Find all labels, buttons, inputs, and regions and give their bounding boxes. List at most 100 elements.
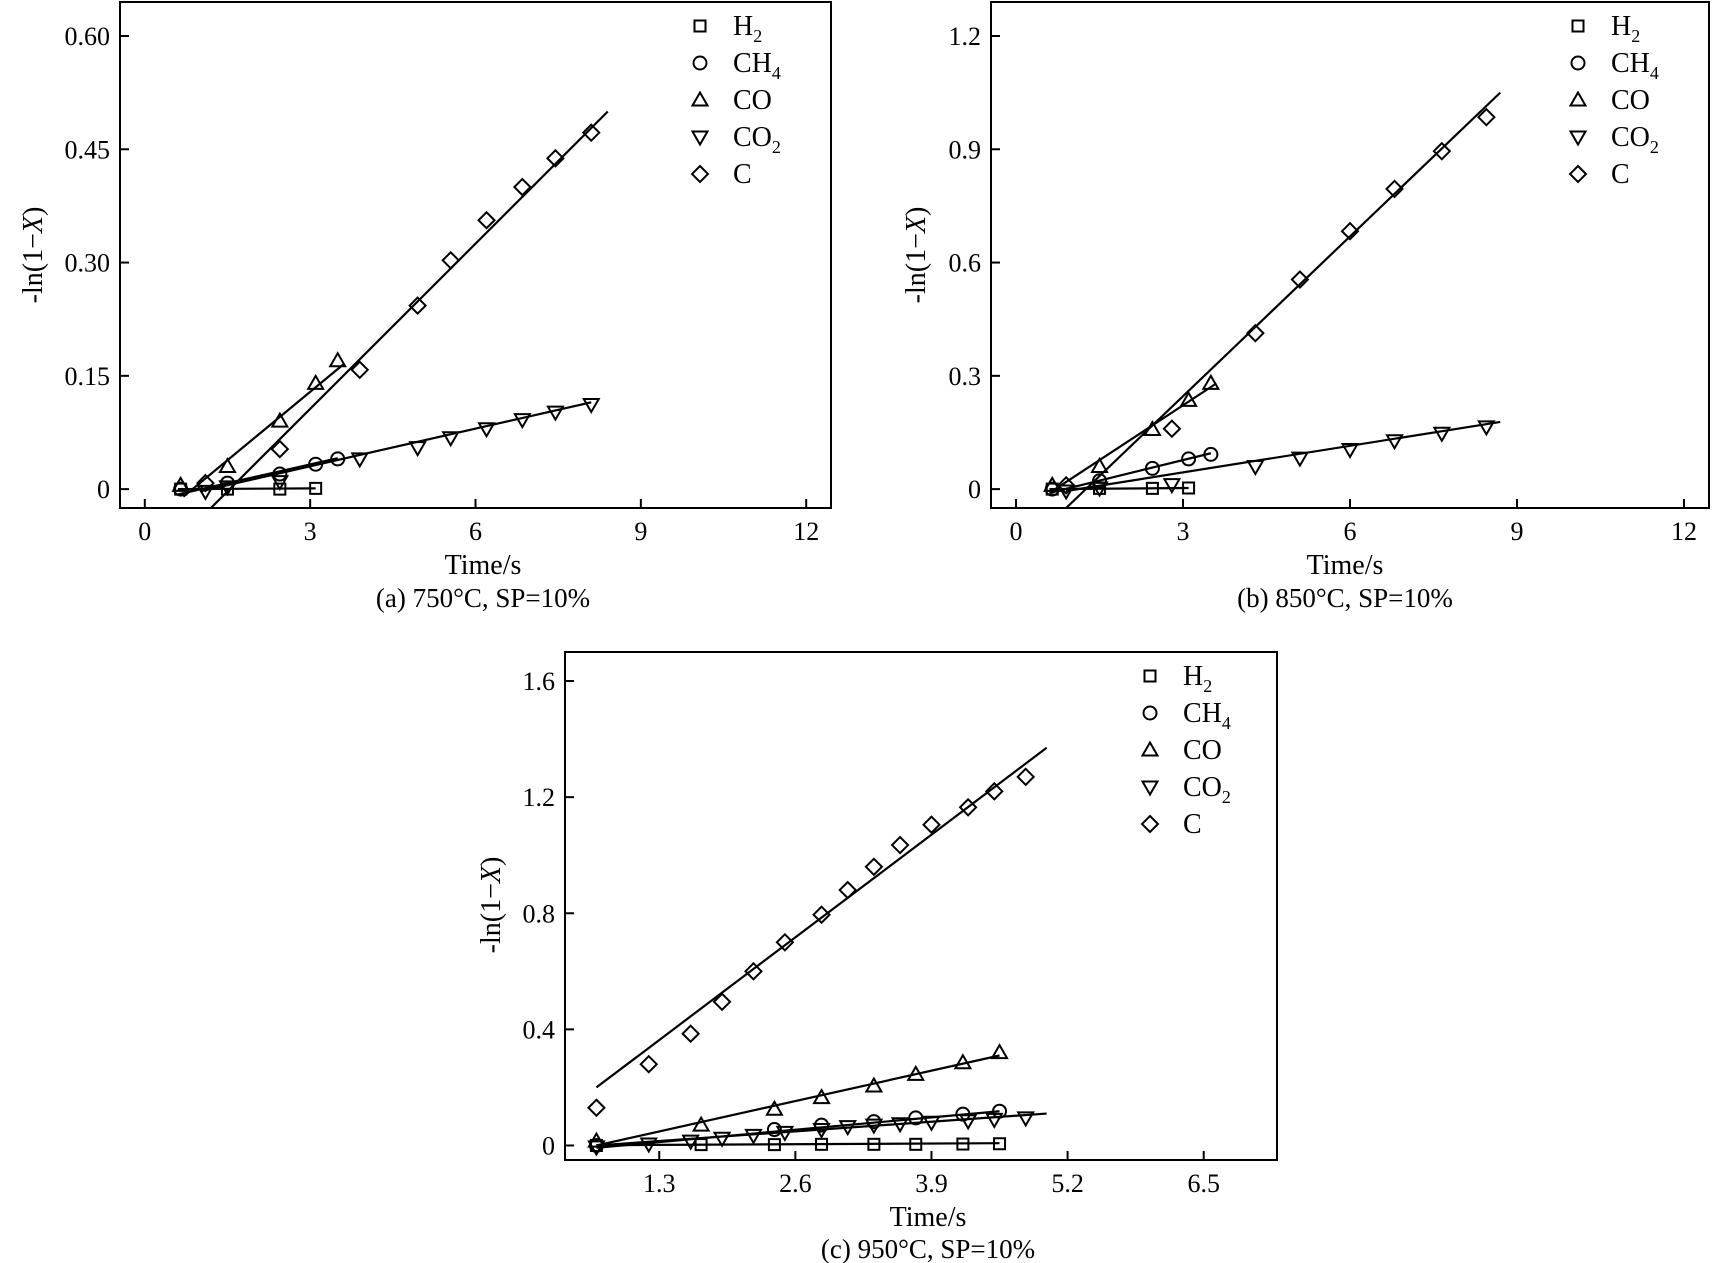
panel-c-xlabel: Time/s	[890, 1202, 967, 1233]
point-co2	[1090, 481, 1109, 498]
point-co2	[270, 475, 290, 492]
y-tick-label: 0.60	[65, 22, 111, 51]
y-tick-label: 0.8	[523, 899, 556, 928]
panel-a-ylabel: -ln(1−X)	[18, 207, 49, 304]
fit-line-c	[1065, 91, 1502, 509]
panel-c-ylabel: -ln(1−X)	[476, 857, 507, 954]
y-tick-label: 0.9	[949, 135, 982, 164]
point-co	[990, 1043, 1009, 1060]
point-co2	[890, 1117, 910, 1134]
point-co	[812, 1088, 831, 1105]
point-c	[350, 360, 370, 380]
point-h2	[694, 1138, 708, 1152]
point-h2	[273, 482, 287, 496]
panel-a-xlabel: Time/s	[445, 550, 522, 581]
legend-label: CH4	[733, 48, 781, 83]
legend-marker-co2	[690, 130, 710, 147]
point-c	[712, 992, 732, 1012]
point-c	[744, 961, 763, 981]
point-h2	[1182, 481, 1196, 495]
legend-label: CO2	[1183, 772, 1231, 807]
fit-line-ch4	[1049, 452, 1212, 494]
point-co	[270, 411, 290, 428]
point-h2	[909, 1137, 923, 1151]
point-h2	[956, 1137, 970, 1151]
point-c	[1476, 107, 1496, 127]
fit-line-c	[595, 746, 1048, 1089]
panel-c-caption: (c) 950°C, SP=10%	[821, 1234, 1035, 1263]
point-co2	[196, 484, 215, 501]
point-h2	[767, 1138, 781, 1152]
point-co2	[1290, 451, 1310, 468]
x-tick-label: 6	[1344, 517, 1357, 546]
point-co	[1090, 456, 1109, 473]
x-tick-label: 9	[634, 517, 647, 546]
point-co2	[1246, 459, 1265, 476]
legend-marker-co2	[1568, 130, 1588, 147]
legend-marker-ch4	[1570, 55, 1586, 71]
point-c	[775, 932, 795, 952]
point-c	[864, 857, 884, 877]
point-co2	[775, 1125, 795, 1142]
panel-a-caption: (a) 750°C, SP=10%	[376, 583, 590, 613]
point-ch4	[1203, 446, 1219, 462]
point-co2	[985, 1112, 1004, 1129]
point-co2	[812, 1123, 831, 1140]
point-c	[812, 905, 831, 925]
point-co	[218, 456, 237, 473]
panel-b-caption: (b) 850°C, SP=10%	[1237, 583, 1453, 613]
panel-b-xlabel: Time/s	[1307, 550, 1384, 581]
fit-line-c	[210, 110, 609, 509]
point-co2	[587, 1140, 606, 1157]
point-c	[681, 1024, 701, 1044]
legend-marker-c	[1568, 164, 1588, 184]
point-co2	[1477, 420, 1496, 437]
legend-marker-co2	[1140, 780, 1160, 797]
point-ch4	[1092, 473, 1108, 489]
x-tick-label: 6	[469, 517, 482, 546]
x-tick-label: 0	[138, 517, 151, 546]
point-co2	[1056, 484, 1076, 501]
x-tick-label: 3	[304, 517, 317, 546]
point-c	[477, 210, 496, 230]
fit-line-co	[182, 363, 344, 498]
point-co2	[546, 405, 565, 422]
x-tick-label: 3.9	[915, 1169, 948, 1198]
fit-line-co2	[596, 1112, 1047, 1147]
x-tick-label: 9	[1510, 517, 1523, 546]
legend-label: CO	[733, 85, 772, 116]
point-ch4	[1144, 460, 1160, 476]
point-c	[838, 880, 858, 900]
point-c	[1290, 270, 1310, 289]
y-tick-label: 0.45	[65, 135, 111, 164]
point-co	[864, 1076, 884, 1093]
legend-label: CO	[1183, 735, 1222, 766]
point-ch4	[330, 451, 346, 467]
point-c	[1245, 323, 1265, 343]
y-tick-label: 0.4	[523, 1015, 556, 1044]
point-c	[1340, 221, 1360, 241]
legend-marker-h2	[693, 19, 707, 33]
point-co2	[1016, 1111, 1035, 1128]
point-ch4	[766, 1122, 782, 1138]
point-co2	[513, 413, 532, 430]
y-tick-label: 1.6	[523, 667, 556, 696]
x-tick-label: 1.3	[643, 1169, 676, 1198]
point-c	[512, 177, 532, 197]
point-co2	[1162, 478, 1182, 495]
panel-a-frame	[119, 1, 832, 509]
panel-b-ylabel: -ln(1−X)	[901, 207, 932, 304]
legend-marker-h2	[1143, 669, 1157, 683]
point-co	[171, 475, 190, 492]
point-co	[1042, 475, 1062, 492]
point-co2	[350, 452, 369, 469]
fit-line-ch4	[177, 457, 338, 496]
point-c	[1385, 179, 1404, 199]
legend-marker-h2	[1571, 19, 1585, 33]
point-co2	[408, 441, 427, 458]
point-co	[587, 1131, 606, 1148]
